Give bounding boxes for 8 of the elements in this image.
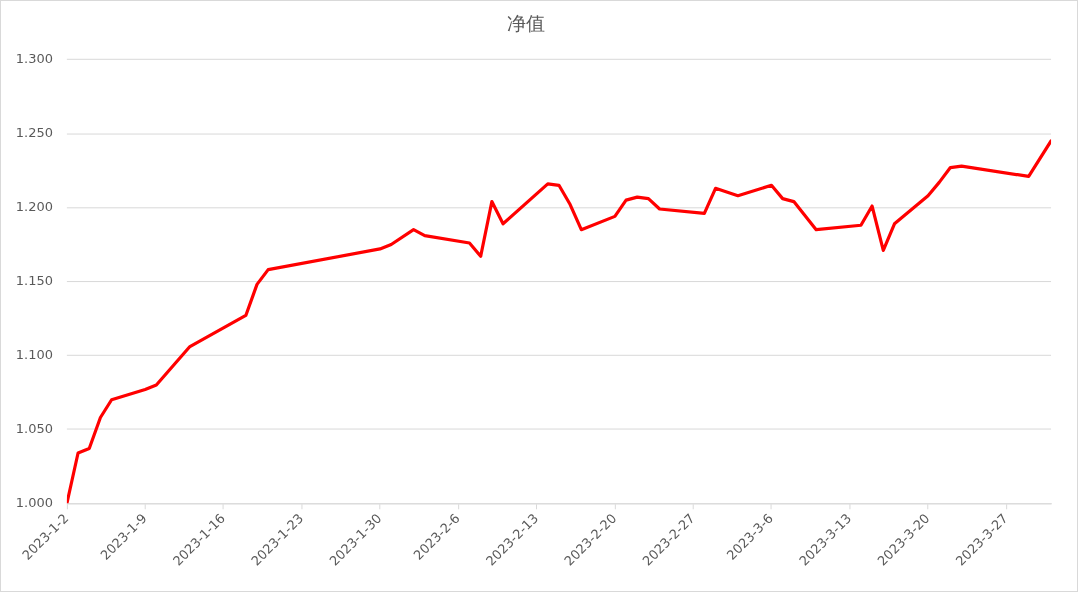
y-tick-label: 1.250 <box>15 124 53 140</box>
y-tick-label: 1.050 <box>15 420 53 436</box>
chart-title: 净值 <box>507 12 546 35</box>
y-tick-label: 1.100 <box>15 346 53 362</box>
y-tick-label: 1.200 <box>15 198 53 214</box>
y-tick-label: 1.150 <box>15 272 53 288</box>
y-tick-label: 1.300 <box>15 50 53 66</box>
y-tick-label: 1.000 <box>15 494 53 510</box>
